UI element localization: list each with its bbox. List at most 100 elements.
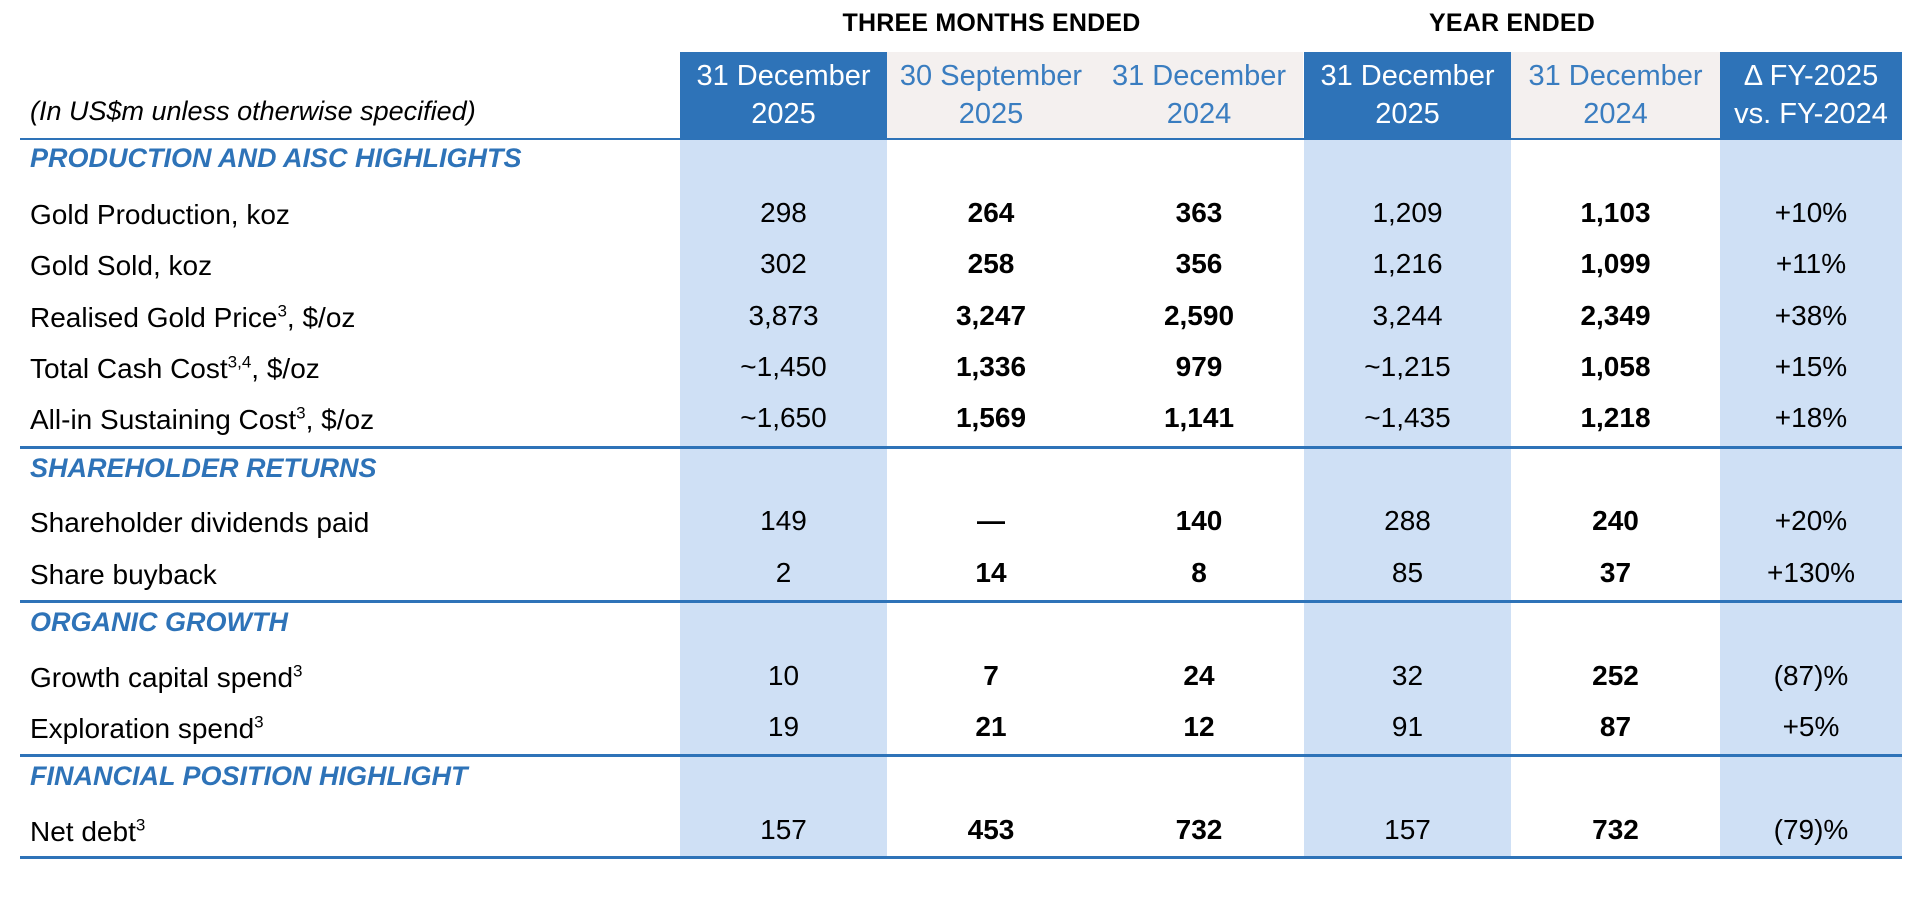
cell: 7 bbox=[983, 660, 999, 691]
cell: 157 bbox=[760, 814, 807, 845]
cell: 1,569 bbox=[955, 402, 1027, 433]
column-header-line2: vs. FY-2024 bbox=[1734, 98, 1888, 130]
cell: 21 bbox=[975, 711, 1007, 742]
column-header-line2: 2025 bbox=[1375, 98, 1440, 130]
row-label: Exploration spend3 bbox=[30, 712, 264, 744]
cell: 732 bbox=[1175, 814, 1223, 845]
column-header-fy-2024: 31 December 2024 bbox=[1511, 52, 1720, 138]
column-header-line1: 31 December bbox=[1111, 60, 1287, 92]
cell: 2,590 bbox=[1163, 300, 1235, 331]
cell: 1,099 bbox=[1580, 248, 1651, 279]
cell: 1,216 bbox=[1372, 248, 1443, 279]
column-header-line1: 31 December bbox=[1320, 60, 1495, 92]
column-header-fy-2025: 31 December 2025 bbox=[1304, 52, 1511, 138]
cell: 24 bbox=[1183, 660, 1215, 691]
cell: 8 bbox=[1191, 557, 1207, 588]
cell: 37 bbox=[1599, 557, 1632, 588]
cell: 1,141 bbox=[1163, 402, 1235, 433]
cell: 979 bbox=[1175, 351, 1223, 382]
table-row: Shareholder dividends paid 149 — 140 288… bbox=[0, 501, 1920, 545]
cell: +20% bbox=[1774, 505, 1848, 536]
table-row: All-in Sustaining Cost3, $/oz ~1,650 1,5… bbox=[0, 398, 1920, 442]
table-row: Net debt3 157 453 732 157 732 (79)% bbox=[0, 810, 1920, 854]
section-title-financial-position: FINANCIAL POSITION HIGHLIGHT bbox=[30, 761, 468, 791]
row-label: Shareholder dividends paid bbox=[30, 507, 370, 538]
column-highlight-q4-2025 bbox=[680, 136, 887, 858]
row-label: Gold Production, koz bbox=[30, 199, 290, 230]
column-header-delta: Δ FY-2025 vs. FY-2024 bbox=[1720, 52, 1902, 138]
cell: 258 bbox=[967, 248, 1015, 279]
column-header-q3-2025: 30 September 2025 bbox=[887, 52, 1095, 138]
cell: 91 bbox=[1391, 711, 1424, 742]
cell: 149 bbox=[760, 505, 807, 536]
cell: 140 bbox=[1175, 505, 1223, 536]
row-label: Growth capital spend3 bbox=[30, 661, 303, 693]
column-header-line1: Δ FY-2025 bbox=[1743, 60, 1879, 92]
cell: 14 bbox=[975, 557, 1007, 588]
cell: +38% bbox=[1774, 300, 1848, 331]
cell: ~1,650 bbox=[740, 402, 827, 433]
cell: 1,209 bbox=[1372, 197, 1443, 228]
cell: +18% bbox=[1774, 402, 1848, 433]
cell: +11% bbox=[1775, 248, 1847, 279]
divider bbox=[20, 856, 1902, 859]
column-header-line2: 2025 bbox=[958, 98, 1024, 130]
table-row: Share buyback 2 14 8 85 37 +130% bbox=[0, 553, 1920, 597]
column-header-line1: 31 December bbox=[696, 60, 871, 92]
row-label: Share buyback bbox=[30, 559, 217, 590]
row-label: Realised Gold Price3, $/oz bbox=[30, 301, 356, 333]
row-label: Total Cash Cost3,4, $/oz bbox=[30, 352, 320, 384]
divider bbox=[20, 600, 1902, 603]
cell: 87 bbox=[1599, 711, 1632, 742]
cell: 10 bbox=[767, 660, 800, 691]
column-header-line2: 2024 bbox=[1583, 98, 1648, 130]
cell: 1,218 bbox=[1580, 402, 1651, 433]
table-row: Gold Sold, koz 302 258 356 1,216 1,099 +… bbox=[0, 244, 1920, 288]
cell: 288 bbox=[1384, 505, 1431, 536]
divider bbox=[20, 446, 1902, 449]
cell: 157 bbox=[1384, 814, 1431, 845]
cell: 85 bbox=[1391, 557, 1424, 588]
column-highlight-fy-2025 bbox=[1304, 136, 1511, 858]
cell: 1,336 bbox=[955, 351, 1027, 382]
cell: ~1,450 bbox=[740, 351, 827, 382]
cell: 453 bbox=[967, 814, 1015, 845]
divider bbox=[20, 754, 1902, 757]
cell: 363 bbox=[1175, 197, 1223, 228]
cell: +5% bbox=[1782, 711, 1840, 742]
cell: 2,349 bbox=[1580, 300, 1651, 331]
row-label: Gold Sold, koz bbox=[30, 250, 213, 281]
table-row: Realised Gold Price3, $/oz 3,873 3,247 2… bbox=[0, 296, 1920, 340]
cell: 356 bbox=[1175, 248, 1223, 279]
column-header-line2: 2024 bbox=[1166, 98, 1232, 130]
section-title-production: PRODUCTION AND AISC HIGHLIGHTS bbox=[30, 143, 522, 173]
cell: 12 bbox=[1183, 711, 1215, 742]
row-label: All-in Sustaining Cost3, $/oz bbox=[30, 403, 375, 435]
cell: (79)% bbox=[1773, 814, 1849, 845]
column-header-q4-2024: 31 December 2024 bbox=[1095, 52, 1303, 138]
units-note: (In US$m unless otherwise specified) bbox=[30, 96, 476, 126]
cell: 1,058 bbox=[1580, 351, 1651, 382]
cell: 19 bbox=[767, 711, 800, 742]
cell: 1,103 bbox=[1580, 197, 1651, 228]
table-row: Exploration spend3 19 21 12 91 87 +5% bbox=[0, 707, 1920, 751]
table-row: Total Cash Cost3,4, $/oz ~1,450 1,336 97… bbox=[0, 347, 1920, 391]
cell: 2 bbox=[775, 557, 792, 588]
column-highlight-delta bbox=[1720, 136, 1902, 858]
cell: 32 bbox=[1391, 660, 1424, 691]
column-header-q4-2025: 31 December 2025 bbox=[680, 52, 887, 138]
cell: +15% bbox=[1774, 351, 1848, 382]
column-header-line1: 31 December bbox=[1528, 60, 1703, 92]
table-row: Growth capital spend3 10 7 24 32 252 (87… bbox=[0, 656, 1920, 700]
cell: 732 bbox=[1592, 814, 1639, 845]
row-label: Net debt3 bbox=[30, 815, 146, 847]
column-header-line2: 2025 bbox=[751, 98, 816, 130]
cell: +10% bbox=[1774, 197, 1848, 228]
column-header-line1: 30 September bbox=[899, 60, 1083, 92]
group-header-year-ended: YEAR ENDED bbox=[1429, 9, 1595, 37]
cell: ~1,215 bbox=[1364, 351, 1451, 382]
cell: 3,247 bbox=[955, 300, 1027, 331]
cell: 252 bbox=[1592, 660, 1639, 691]
cell: 240 bbox=[1592, 505, 1639, 536]
section-title-shareholder-returns: SHAREHOLDER RETURNS bbox=[30, 453, 377, 483]
